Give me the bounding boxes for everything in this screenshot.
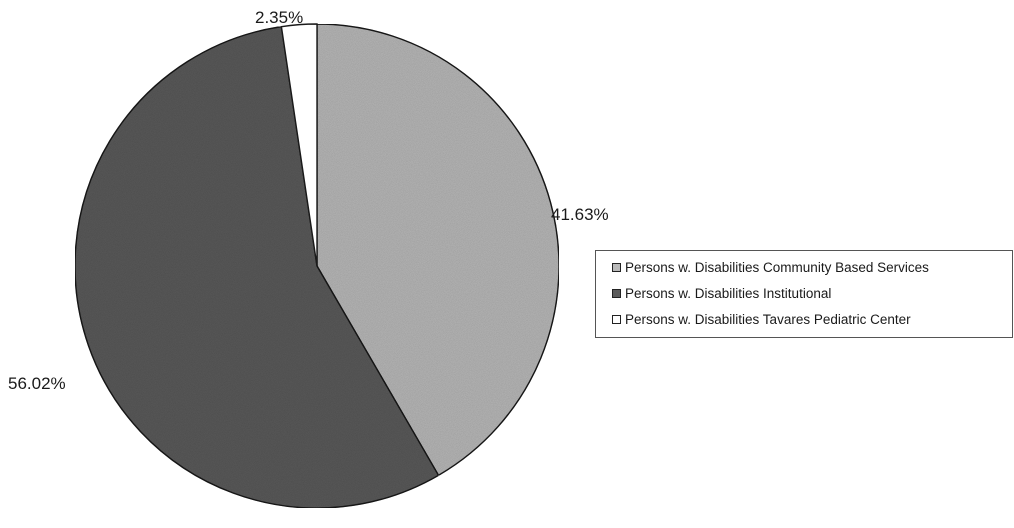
chart-legend: Persons w. Disabilities Community Based … <box>595 250 1013 338</box>
legend-item-tavares-pediatric: Persons w. Disabilities Tavares Pediatri… <box>612 312 911 327</box>
legend-label-community-based: Persons w. Disabilities Community Based … <box>625 260 929 275</box>
legend-item-institutional: Persons w. Disabilities Institutional <box>612 286 831 301</box>
slice-label-tavares-pediatric: 2.35% <box>255 8 304 27</box>
pie-slice-community-based <box>316 23 560 477</box>
slice-label-institutional: 56.02% <box>8 374 66 393</box>
pie-slice-tavares-pediatric <box>280 23 318 267</box>
legend-label-tavares-pediatric: Persons w. Disabilities Tavares Pediatri… <box>625 312 911 327</box>
slice-label-community-based: 41.63% <box>551 205 609 224</box>
legend-swatch-institutional <box>612 289 621 298</box>
legend-item-community-based: Persons w. Disabilities Community Based … <box>612 260 929 275</box>
legend-swatch-tavares-pediatric <box>612 315 621 324</box>
pie-slice-institutional <box>74 25 440 509</box>
legend-label-institutional: Persons w. Disabilities Institutional <box>625 286 832 301</box>
legend-swatch-community-based <box>612 263 621 272</box>
